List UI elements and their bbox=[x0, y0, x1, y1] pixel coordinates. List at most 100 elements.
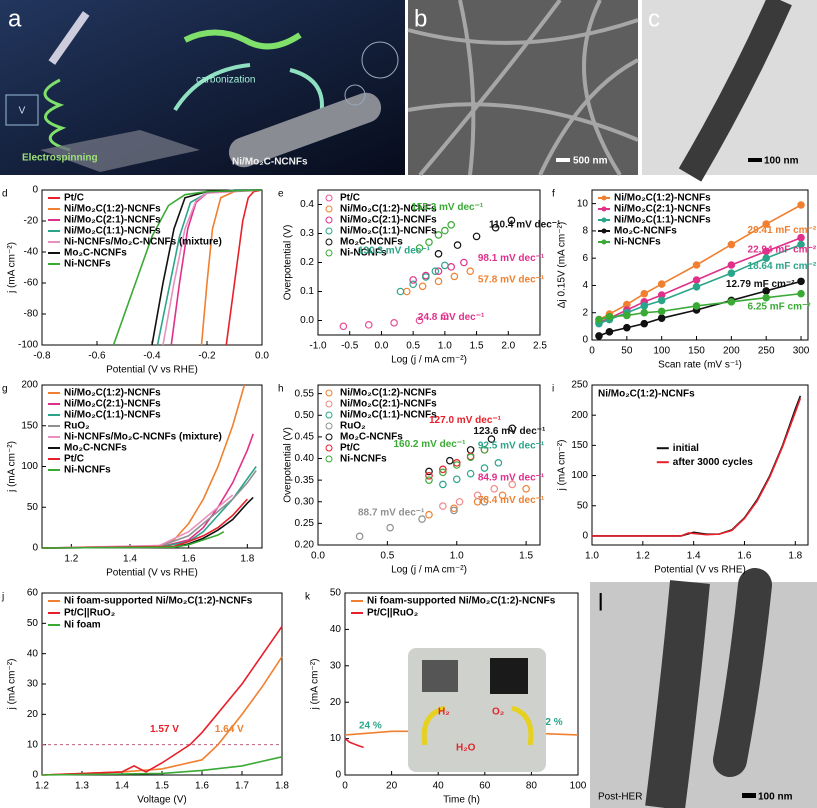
series-line bbox=[41, 625, 283, 776]
y-tick-label: 0.30 bbox=[295, 496, 315, 507]
data-point bbox=[498, 491, 507, 500]
data-point bbox=[522, 484, 530, 493]
data-point bbox=[396, 287, 405, 296]
y-tick-label: 10 bbox=[330, 733, 342, 744]
data-point bbox=[508, 480, 517, 489]
legend-label: Mo₂C-NCNFs bbox=[614, 226, 677, 237]
panel-label: f bbox=[552, 189, 555, 200]
data-point bbox=[415, 244, 424, 252]
data-point bbox=[797, 289, 805, 298]
y-axis-label: j (mA cm⁻²) bbox=[310, 659, 321, 711]
y-tick-label: -100 bbox=[18, 340, 38, 351]
data-point bbox=[425, 467, 433, 476]
x-tick-label: 100 bbox=[653, 346, 670, 357]
data-point bbox=[450, 506, 458, 515]
annotation: 29.41 mF cm⁻² bbox=[748, 225, 817, 236]
annotation: 6.25 mF cm⁻² bbox=[748, 302, 812, 313]
annotation: 160.2 mV dec⁻¹ bbox=[393, 439, 466, 450]
data-point bbox=[727, 269, 736, 277]
x-tick-label: 200 bbox=[723, 346, 740, 357]
legend-label: Ni/Mo₂C(1:1)-NCNFs bbox=[64, 226, 161, 237]
y-tick-label: 0.50 bbox=[295, 410, 315, 421]
data-point bbox=[480, 446, 489, 454]
annotation: 98.1 mV dec⁻¹ bbox=[478, 253, 545, 264]
x-tick-label: 100 bbox=[570, 781, 587, 792]
x-tick-label: 1.4 bbox=[115, 781, 129, 792]
data-point bbox=[439, 502, 447, 510]
panel-b: 500 nm b bbox=[407, 0, 639, 177]
data-point bbox=[466, 446, 475, 454]
legend-marker bbox=[325, 400, 333, 408]
data-point bbox=[425, 510, 433, 519]
data-point bbox=[439, 468, 447, 477]
legend-label: Ni/Mo₂C(1:2)-NCNFs bbox=[64, 204, 161, 215]
panel-label: e bbox=[278, 189, 284, 200]
y-tick-label: 30 bbox=[330, 660, 342, 671]
y-tick-label: 0.35 bbox=[295, 475, 315, 486]
x-axis-label: Time (h) bbox=[443, 795, 480, 806]
inset-label: H₂ bbox=[438, 707, 450, 718]
data-point bbox=[487, 435, 496, 443]
legend-label: Ni foam-supported Ni/Mo₂C(1:2)-NCNFs bbox=[367, 596, 556, 607]
data-point bbox=[390, 319, 398, 327]
annotation: 92.5 mV dec⁻¹ bbox=[478, 440, 545, 451]
annotation: 12.79 mF cm⁻² bbox=[726, 279, 795, 290]
data-point bbox=[762, 254, 770, 262]
legend-label: Mo₂C-NCNFs bbox=[340, 237, 403, 248]
x-tick-label: 1.5 bbox=[470, 341, 484, 352]
y-axis-label: j (mA cm⁻²) bbox=[7, 441, 18, 493]
scale-bar bbox=[748, 158, 762, 162]
panel-label: l bbox=[598, 589, 603, 616]
y-tick-label: 0.2 bbox=[300, 257, 314, 268]
legend-marker bbox=[325, 455, 333, 463]
legend-marker bbox=[601, 206, 607, 212]
data-point bbox=[490, 484, 499, 493]
data-point bbox=[605, 313, 614, 321]
x-tick-label: 1.0 bbox=[450, 551, 464, 562]
inset-label: H₂O bbox=[456, 743, 476, 754]
legend-label: initial bbox=[673, 443, 699, 454]
y-tick-label: 150 bbox=[21, 420, 38, 431]
y-tick-label: 50 bbox=[27, 502, 39, 513]
y-tick-label: 0 bbox=[582, 335, 588, 346]
series-line bbox=[41, 756, 283, 776]
panel-l: l Post-HER 100 nm bbox=[590, 568, 817, 808]
data-point bbox=[446, 456, 454, 465]
legend-label: Pt/C||RuO₂ bbox=[64, 608, 115, 619]
series-line bbox=[592, 398, 802, 537]
x-tick-label: 250 bbox=[758, 346, 775, 357]
data-point bbox=[657, 280, 666, 288]
data-point bbox=[595, 332, 603, 340]
x-axis-label: Voltage (V) bbox=[137, 795, 186, 806]
data-point bbox=[418, 515, 426, 523]
legend-marker bbox=[601, 217, 607, 223]
data-point bbox=[355, 532, 364, 541]
data-point bbox=[466, 267, 475, 276]
inset-label: O₂ bbox=[492, 707, 504, 718]
y-tick-label: 200 bbox=[21, 380, 38, 391]
x-tick-label: -0.2 bbox=[198, 351, 216, 362]
legend-marker bbox=[325, 389, 333, 397]
data-point bbox=[595, 315, 603, 324]
x-tick-label: 1.8 bbox=[275, 781, 289, 792]
y-tick-label: 0.4 bbox=[300, 199, 314, 210]
legend-label: Mo₂C-NCNFs bbox=[64, 443, 127, 454]
y-axis-label: Overpotential (V) bbox=[283, 427, 294, 503]
data-point bbox=[640, 319, 649, 328]
legend-marker bbox=[325, 444, 333, 452]
x-axis-label: Log (j / mA cm⁻²) bbox=[391, 565, 467, 576]
annotation: 24.8 mV dec⁻¹ bbox=[418, 312, 485, 323]
annotation: 110.4 mV dec⁻¹ bbox=[489, 219, 561, 230]
legend-marker bbox=[325, 422, 333, 430]
legend-label: Ni/Mo₂C(1:2)-NCNFs bbox=[340, 204, 437, 215]
fiber bbox=[418, 0, 562, 177]
y-tick-label: 200 bbox=[571, 410, 588, 421]
series-line bbox=[41, 470, 257, 549]
legend-label: Ni/Mo₂C(1:1)-NCNFs bbox=[340, 410, 437, 421]
arrow bbox=[173, 63, 251, 112]
panel-label: j bbox=[1, 592, 4, 603]
y-tick-label: 0 bbox=[32, 543, 38, 554]
arrow bbox=[511, 705, 534, 746]
x-tick-label: 1.6 bbox=[195, 781, 209, 792]
annotation: 127.0 mV dec⁻¹ bbox=[429, 415, 502, 426]
